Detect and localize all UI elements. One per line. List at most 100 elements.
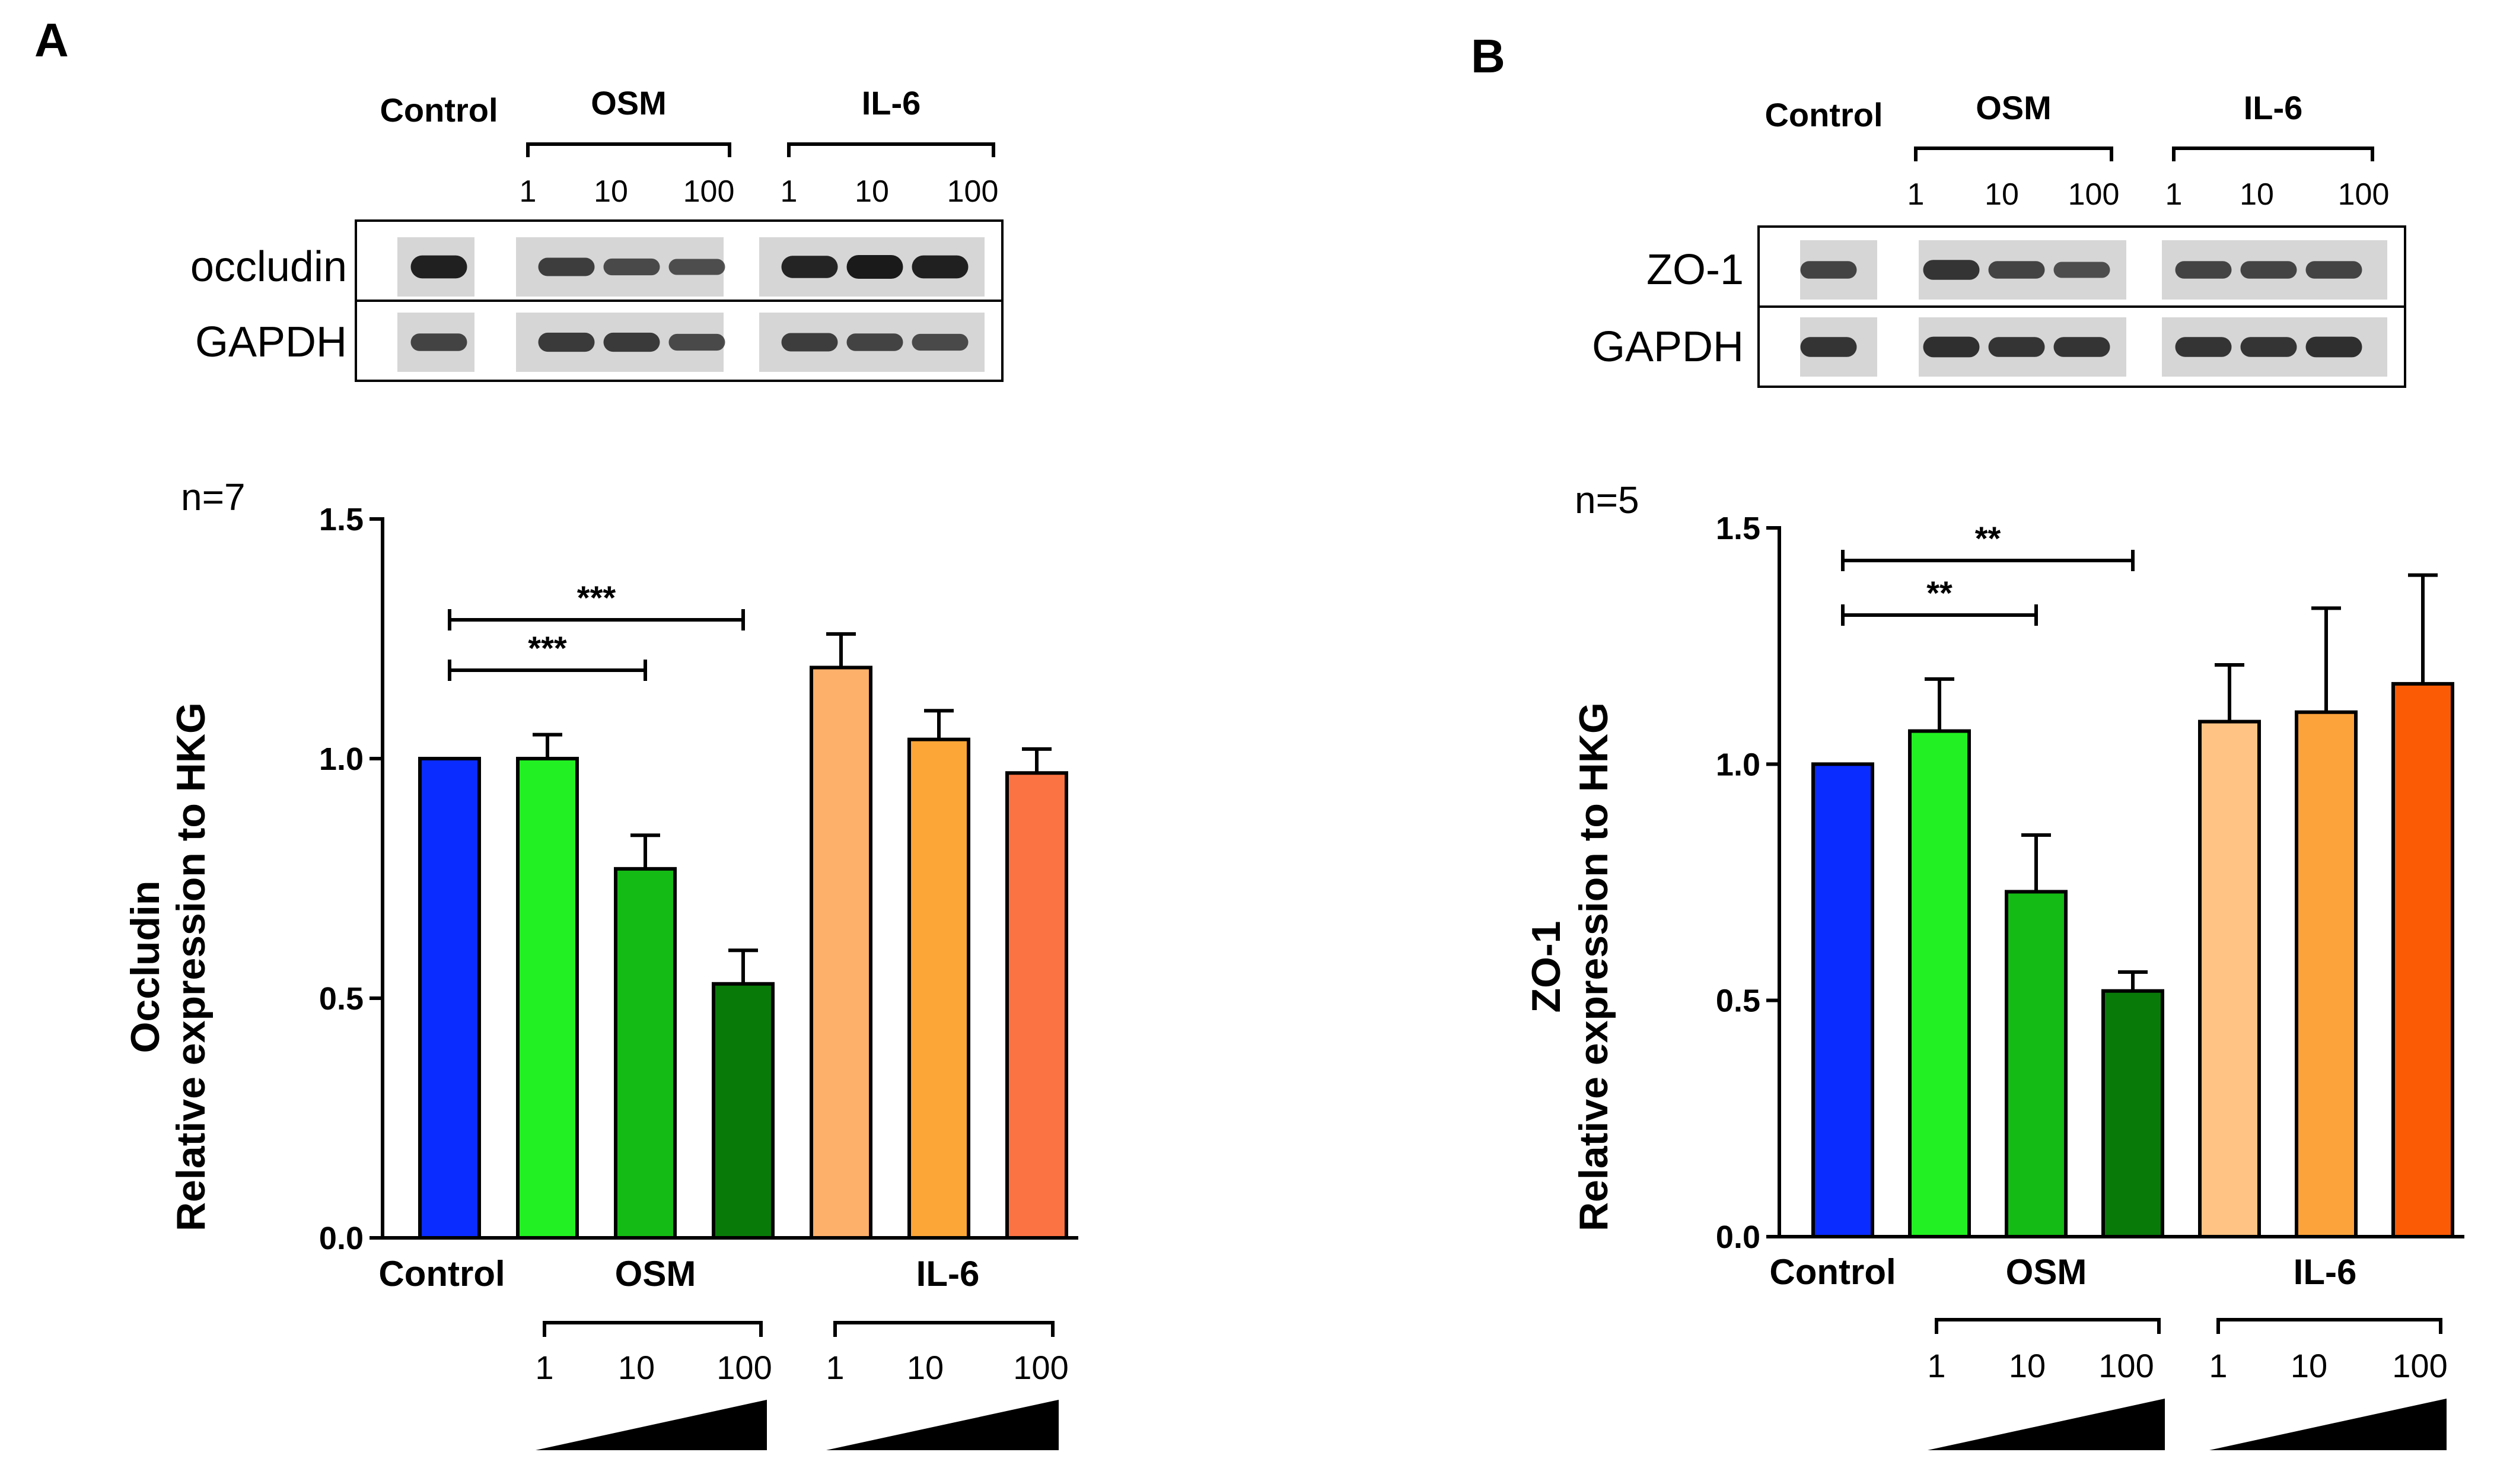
blot-dose-label: 1 [2165,177,2183,212]
blot-band [538,257,595,276]
blot-dose-label: 1 [520,174,537,209]
error-bar [2215,663,2244,722]
dose-bracket [543,1321,763,1337]
dose-bracket [1935,1318,2161,1334]
dose-label: 1 [1927,1347,1945,1384]
blot-dose-label: 1 [1907,177,1925,212]
significance-bracket [448,609,745,630]
blot-group-bracket [526,142,731,157]
error-bar [2021,833,2051,892]
blot-dose-label: 10 [594,174,628,209]
blot-dose-label: 10 [2240,177,2274,212]
y-axis-label-line2: Relative expression to HKG [168,702,214,1231]
y-tick-label: 0.0 [1716,1219,1760,1255]
blot-group-label: OSM [591,84,667,122]
blot-protein-label: ZO-1 [1646,246,1744,294]
y-tick-label: 1.5 [1716,511,1760,546]
significance-bracket [448,660,647,681]
significance-bracket [1841,550,2135,571]
error-bar [1925,677,1954,731]
x-label-control: Control [378,1254,505,1294]
n-label: n=7 [181,476,246,518]
blot-dose-label: 100 [947,174,999,209]
x-label-osm: OSM [615,1254,696,1294]
blot-band [2175,261,2232,279]
x-label-il6: IL-6 [916,1254,980,1294]
blot-dose-label: 10 [1985,177,2019,212]
x-label-il6: IL-6 [2294,1252,2357,1292]
bar [614,867,677,1240]
error-bar [728,948,758,984]
blot-band [1800,337,1857,357]
dose-label: 100 [716,1349,772,1386]
dose-wedge [536,1400,767,1450]
blot-protein-label: occludin [190,243,347,291]
bar [810,665,872,1240]
bar [712,982,775,1240]
panel-b: B Control OSM 1 10 100 IL-6 1 10 100 ZO-1 GAPDH n=5 Z… [1471,30,2464,1450]
dose-label: 10 [907,1349,944,1386]
y-tick-label: 0.0 [319,1221,364,1256]
panel-letter: B [1471,30,1505,82]
dose-label: 1 [535,1349,553,1386]
blot-band [846,333,903,351]
blot-group-label: IL-6 [862,84,921,122]
blot-band [2053,262,2110,278]
blot-protein-label: GAPDH [195,319,347,366]
blot-band [781,256,838,278]
y-axis-label-line2: Relative expression to HKG [1571,702,1616,1231]
dose-label: 100 [1013,1349,1068,1386]
blot-dose-label: 100 [683,174,735,209]
significance-label: ** [1975,520,2001,557]
error-bar [924,709,954,740]
blot-group-bracket [1914,147,2113,161]
dose-label: 100 [2392,1347,2447,1384]
blot-band [603,332,660,352]
dose-label: 10 [618,1349,655,1386]
error-bar [630,833,660,869]
blot-band [912,333,969,351]
bar [2198,719,2261,1238]
dose-bracket [2216,1318,2442,1334]
blot-group-label: IL-6 [2244,89,2303,126]
blot-band [1923,260,1980,280]
blot-control-label: Control [1764,96,1883,133]
dose-wedge [2209,1399,2447,1450]
blot-band [2175,337,2232,357]
significance-bracket [1841,604,2038,626]
y-axis-label-line1: Occludin [123,881,168,1053]
blot-dose-label: 10 [855,174,889,209]
dose-label: 100 [2098,1347,2154,1384]
blot-group-bracket [2172,147,2374,161]
bar [1908,729,1971,1238]
blot-band [410,333,467,351]
dose-label: 1 [826,1349,844,1386]
blot-band [781,333,838,352]
significance-label: *** [577,579,616,616]
panel-a: A Control OSM 1 10 100 IL-6 1 10 100 occludin GAPDH… [34,14,1078,1450]
bar [516,757,579,1240]
dose-label: 1 [2209,1347,2227,1384]
blot-dose-label: 1 [781,174,798,209]
y-tick-label: 0.5 [319,981,364,1017]
blot-band [2240,337,2297,357]
dose-label: 10 [2009,1347,2046,1384]
bar [418,757,481,1240]
x-label-osm: OSM [2006,1252,2087,1292]
blot-band [1988,337,2045,357]
blot-band [1988,261,2045,279]
significance-label: *** [528,629,567,667]
error-bar [1022,747,1052,773]
blot-band [1923,336,1980,358]
y-tick-label: 1.5 [319,502,364,537]
dose-bracket [833,1321,1055,1337]
bar [2391,682,2454,1238]
y-tick-label: 0.5 [1716,983,1760,1019]
y-tick-label: 1.0 [1716,747,1760,782]
blot-control-label: Control [380,91,498,129]
blot-band [668,259,725,275]
blot-group-label: OSM [1976,89,2052,126]
y-tick-label: 1.0 [319,741,364,777]
blot-band [846,255,903,279]
